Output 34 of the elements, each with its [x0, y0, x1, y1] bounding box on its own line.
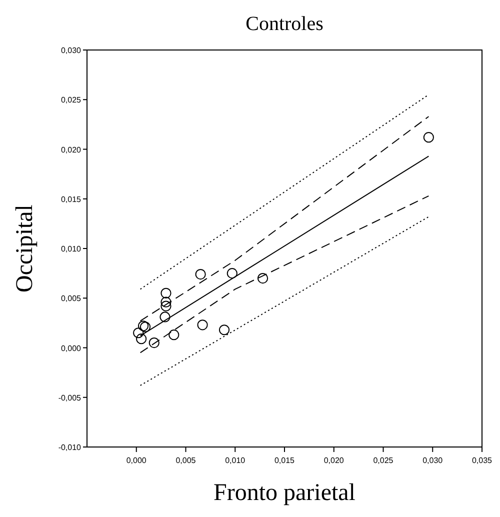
y-tick-label: 0,030: [60, 46, 82, 55]
y-tick-label: 0,000: [60, 344, 82, 353]
point: [160, 312, 170, 322]
y-tick-label: 0,015: [60, 194, 82, 204]
chart-title: Controles: [246, 13, 324, 35]
x-tick-label: 0,025: [373, 456, 394, 465]
y-tick-label: 0,025: [60, 96, 82, 105]
point: [197, 320, 208, 330]
y-tick-label: 0,005: [60, 294, 82, 304]
y-tick-label: 0,010: [60, 244, 82, 254]
y-axis-title: Occipital: [12, 204, 38, 292]
point: [218, 324, 230, 336]
x-tick-label: 0,010: [225, 456, 246, 465]
point: [226, 268, 238, 279]
x-tick-label: 0,000: [126, 456, 147, 465]
point: [148, 337, 160, 348]
x-axis-title: Fronto parietal: [214, 480, 356, 506]
x-tick-label: 0,005: [176, 456, 196, 465]
x-tick-label: 0,020: [324, 456, 344, 465]
point: [136, 334, 147, 344]
point: [160, 300, 172, 312]
x-tick-label: 0,015: [274, 456, 296, 465]
point: [133, 328, 144, 338]
x-tick-label: 0,035: [472, 456, 493, 465]
point: [160, 288, 172, 298]
point: [160, 296, 172, 308]
point: [257, 272, 268, 284]
y-tick-label: -0,005: [58, 393, 82, 402]
point: [195, 269, 206, 280]
y-tick-label: 0,020: [60, 145, 82, 154]
point: [168, 330, 180, 340]
y-tick-label: -0,010: [58, 443, 82, 452]
x-tick-label: 0,030: [422, 456, 444, 465]
point: [423, 132, 434, 143]
